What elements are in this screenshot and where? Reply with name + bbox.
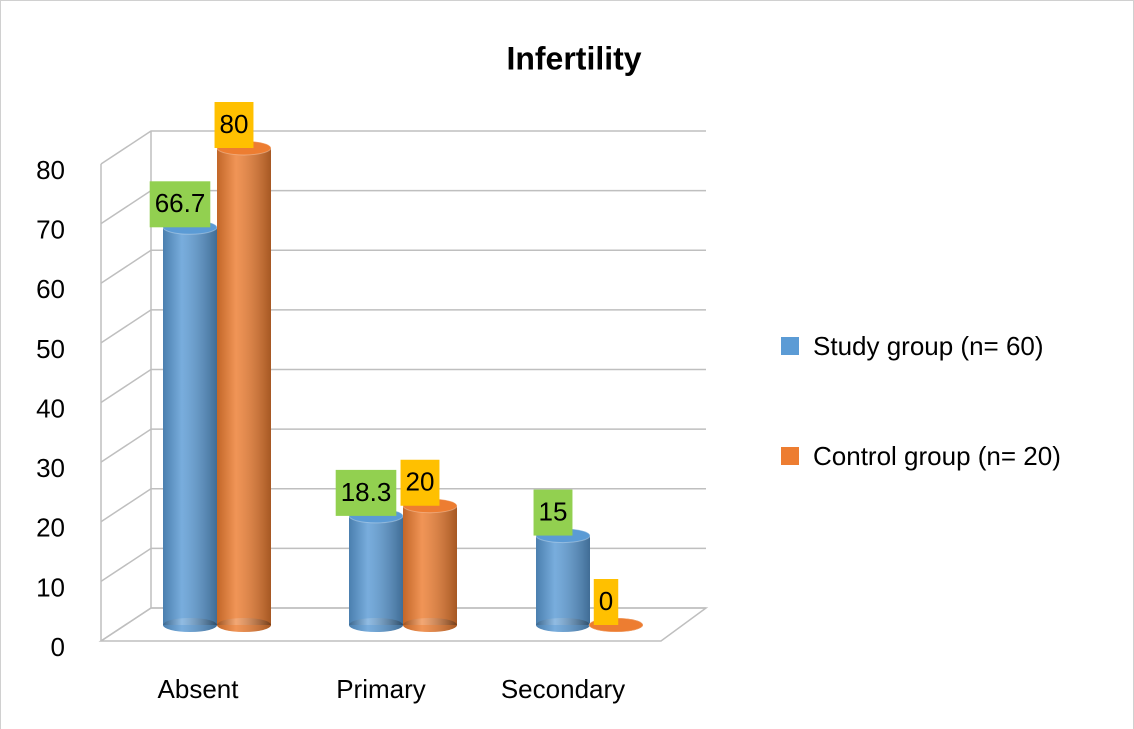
y-tick-label: 70: [36, 215, 65, 245]
grid-line: [100, 547, 706, 583]
bar-base-shade: [163, 618, 217, 632]
legend-swatch: [781, 447, 799, 465]
grid-line: [100, 130, 706, 165]
bar-shade: [163, 227, 217, 625]
bar-base-shade: [403, 618, 457, 632]
data-label: 0: [599, 586, 613, 616]
grid-line: [100, 368, 706, 404]
data-label: 15: [539, 496, 568, 526]
data-label: 18.3: [341, 477, 392, 507]
bar-base-shade: [536, 618, 590, 632]
bar-shade: [403, 505, 457, 625]
bar-shade: [536, 535, 590, 625]
data-label-box: [214, 102, 254, 148]
y-tick-label: 30: [36, 453, 65, 483]
bar-shade: [217, 148, 271, 625]
grid-line: [100, 607, 706, 642]
data-label-box: [593, 579, 619, 625]
bar-shade: [349, 515, 403, 625]
data-label-box: [149, 181, 211, 228]
grid-line: [100, 428, 706, 463]
x-tick-label: Secondary: [501, 674, 625, 704]
data-label-box: [400, 459, 440, 506]
x-tick-label: Absent: [158, 674, 240, 704]
data-label-box: [533, 489, 573, 536]
grid-line: [100, 488, 706, 523]
data-label: 20: [406, 467, 435, 497]
y-tick-label: 60: [36, 274, 65, 304]
y-tick-label: 50: [36, 334, 65, 364]
legend-label: Study group (n= 60): [813, 331, 1044, 361]
y-tick-label: 40: [36, 393, 65, 423]
grid-line: [100, 249, 706, 284]
data-label-box: [335, 469, 397, 516]
y-tick-label: 10: [36, 572, 65, 602]
bar-base-shade: [349, 618, 403, 632]
chart-title: Infertility: [506, 40, 641, 76]
bar-base-shade: [217, 618, 271, 632]
legend-swatch: [781, 337, 799, 355]
x-tick-label: Primary: [336, 674, 426, 704]
y-tick-label: 0: [51, 632, 65, 662]
legend-label: Control group (n= 20): [813, 441, 1061, 471]
y-tick-label: 80: [36, 155, 65, 185]
data-label: 80: [220, 109, 249, 139]
y-tick-label: 20: [36, 513, 65, 543]
grid-line: [100, 309, 706, 344]
data-label: 66.7: [155, 188, 206, 218]
